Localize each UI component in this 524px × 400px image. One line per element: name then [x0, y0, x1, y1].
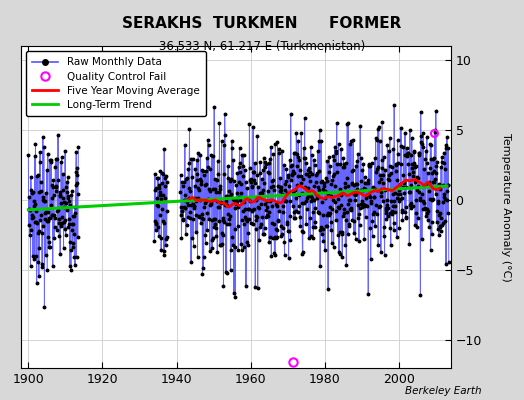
Legend: Raw Monthly Data, Quality Control Fail, Five Year Moving Average, Long-Term Tren: Raw Monthly Data, Quality Control Fail, … [26, 51, 206, 116]
Text: 36.533 N, 61.217 E (Turkmenistan): 36.533 N, 61.217 E (Turkmenistan) [159, 40, 365, 53]
Text: Berkeley Earth: Berkeley Earth [406, 386, 482, 396]
Text: SERAKHS  TURKMEN      FORMER: SERAKHS TURKMEN FORMER [122, 16, 402, 31]
Y-axis label: Temperature Anomaly (°C): Temperature Anomaly (°C) [501, 133, 511, 281]
